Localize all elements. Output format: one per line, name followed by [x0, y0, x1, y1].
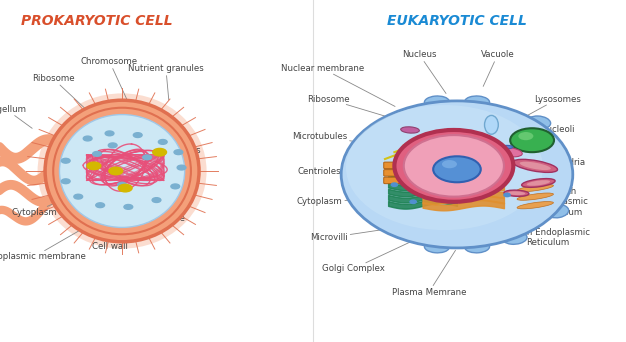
Text: Lysosomes: Lysosomes	[519, 95, 580, 120]
Text: Golgi Complex: Golgi Complex	[322, 239, 417, 273]
Ellipse shape	[346, 105, 543, 230]
Ellipse shape	[394, 130, 513, 202]
Ellipse shape	[424, 241, 449, 253]
Text: Ribosome: Ribosome	[32, 74, 95, 118]
Circle shape	[413, 142, 419, 145]
Circle shape	[118, 182, 126, 187]
Text: Cytoplasm: Cytoplasm	[11, 193, 79, 216]
Text: Cytoplasm: Cytoplasm	[296, 197, 382, 206]
Circle shape	[518, 132, 533, 140]
Circle shape	[96, 203, 105, 208]
Circle shape	[108, 143, 117, 148]
Circle shape	[61, 158, 70, 163]
Ellipse shape	[504, 190, 529, 196]
Text: PROKARYOTIC CELL: PROKARYOTIC CELL	[21, 14, 173, 28]
Circle shape	[398, 152, 404, 156]
Text: Nucleoli: Nucleoli	[519, 126, 575, 144]
Ellipse shape	[498, 147, 522, 157]
Text: Rough Endoplasmic
Reticulum: Rough Endoplasmic Reticulum	[505, 215, 590, 247]
Text: Nucleus: Nucleus	[402, 50, 446, 93]
Circle shape	[442, 160, 457, 168]
Ellipse shape	[517, 193, 553, 200]
Ellipse shape	[59, 115, 185, 227]
Circle shape	[391, 183, 398, 186]
Ellipse shape	[401, 127, 419, 133]
Ellipse shape	[414, 230, 429, 243]
Text: Fagellum: Fagellum	[0, 105, 32, 128]
Text: Centrioles: Centrioles	[297, 167, 389, 175]
Ellipse shape	[517, 184, 553, 192]
Circle shape	[152, 198, 161, 202]
Ellipse shape	[546, 205, 568, 218]
FancyBboxPatch shape	[384, 177, 406, 184]
Circle shape	[118, 184, 132, 192]
Ellipse shape	[485, 116, 498, 134]
Circle shape	[83, 136, 92, 141]
Text: Smooth
Endoplasmic
Reticulum: Smooth Endoplasmic Reticulum	[522, 187, 588, 217]
Circle shape	[435, 159, 441, 162]
Circle shape	[410, 200, 416, 203]
Ellipse shape	[464, 96, 490, 108]
FancyBboxPatch shape	[384, 162, 406, 169]
Circle shape	[109, 167, 123, 175]
Circle shape	[105, 131, 114, 136]
Text: Microvilli: Microvilli	[310, 228, 395, 242]
Circle shape	[61, 179, 70, 184]
Ellipse shape	[424, 96, 449, 108]
Circle shape	[171, 184, 180, 189]
Ellipse shape	[526, 180, 550, 186]
Ellipse shape	[517, 201, 553, 209]
Ellipse shape	[464, 241, 490, 253]
Circle shape	[158, 140, 167, 144]
Ellipse shape	[520, 162, 551, 170]
Ellipse shape	[501, 145, 513, 149]
Text: Vacuole: Vacuole	[481, 50, 515, 87]
Circle shape	[87, 162, 101, 170]
Text: Nuclear membrane: Nuclear membrane	[281, 64, 395, 106]
Circle shape	[485, 186, 491, 190]
Ellipse shape	[527, 116, 551, 129]
Ellipse shape	[367, 212, 387, 222]
Text: Cell wall: Cell wall	[91, 224, 130, 251]
Circle shape	[143, 155, 151, 160]
Text: Chromosome: Chromosome	[81, 57, 138, 107]
Text: Mitochondria: Mitochondria	[519, 158, 585, 167]
Circle shape	[177, 165, 186, 170]
Circle shape	[488, 154, 495, 157]
Ellipse shape	[521, 179, 555, 187]
Circle shape	[174, 150, 183, 155]
Ellipse shape	[53, 108, 191, 234]
FancyBboxPatch shape	[384, 170, 406, 176]
Circle shape	[153, 148, 167, 156]
Ellipse shape	[404, 135, 504, 197]
Ellipse shape	[513, 159, 558, 172]
Text: Cytoplasmic membrane: Cytoplasmic membrane	[0, 225, 88, 261]
Ellipse shape	[341, 101, 573, 248]
Text: EUKARYOTIC CELL: EUKARYOTIC CELL	[387, 14, 527, 28]
Circle shape	[510, 128, 554, 152]
Text: Ribosome: Ribosome	[307, 95, 389, 117]
Ellipse shape	[508, 191, 525, 195]
Text: Mucous capsule: Mucous capsule	[116, 207, 185, 223]
Circle shape	[433, 156, 481, 182]
Ellipse shape	[38, 93, 207, 249]
Circle shape	[504, 193, 510, 197]
Ellipse shape	[441, 234, 454, 247]
Text: Plasma Memrane: Plasma Memrane	[391, 250, 466, 297]
Text: Microtubules: Microtubules	[292, 132, 382, 145]
Ellipse shape	[388, 223, 406, 235]
Circle shape	[124, 205, 133, 209]
Text: Nutrient granules: Nutrient granules	[128, 64, 204, 100]
Circle shape	[93, 152, 101, 156]
Circle shape	[470, 152, 476, 156]
Circle shape	[74, 194, 83, 199]
Text: Pilus: Pilus	[181, 146, 201, 160]
Ellipse shape	[503, 232, 527, 244]
Circle shape	[133, 133, 142, 137]
Ellipse shape	[45, 100, 199, 242]
